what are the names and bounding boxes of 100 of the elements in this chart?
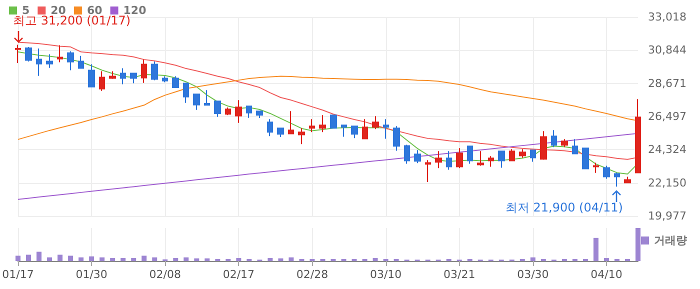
candlestick xyxy=(624,176,631,184)
bar xyxy=(184,257,189,261)
candlestick xyxy=(162,76,168,83)
bar xyxy=(204,258,210,261)
candlestick xyxy=(120,68,126,85)
bar xyxy=(604,258,609,261)
bar xyxy=(120,258,126,261)
candlestick xyxy=(151,61,158,81)
candlestick xyxy=(456,148,463,169)
candlestick xyxy=(235,100,242,124)
candlestick xyxy=(414,150,421,164)
bar xyxy=(278,258,284,261)
candlestick xyxy=(561,138,568,148)
candlestick xyxy=(425,160,431,183)
candlestick xyxy=(530,150,536,162)
x-tick-label: 02/17 xyxy=(222,268,255,281)
bar xyxy=(100,257,105,261)
x-tick-label: 02/08 xyxy=(149,268,181,281)
candlestick xyxy=(15,44,21,64)
y-tick-label: 33,018 xyxy=(648,10,686,24)
bar xyxy=(530,257,536,261)
bar xyxy=(142,256,147,261)
candlestick xyxy=(635,98,641,174)
candlestick xyxy=(141,59,147,84)
candlestick xyxy=(593,162,599,174)
candlestick xyxy=(309,118,315,133)
candlestick xyxy=(172,76,179,88)
y-tick-label: 24,324 xyxy=(648,143,686,156)
candlestick xyxy=(204,90,210,106)
candlestick xyxy=(572,138,578,154)
legend-label: 거래량 xyxy=(654,234,687,247)
bar xyxy=(89,256,94,261)
candlestick xyxy=(225,106,231,116)
bar xyxy=(16,256,20,261)
candlestick xyxy=(78,55,84,69)
candlestick xyxy=(477,150,484,166)
candlestick xyxy=(256,110,263,118)
y-tick-label: 30,844 xyxy=(648,44,686,57)
candlestick xyxy=(88,64,95,88)
candlestick xyxy=(277,128,284,138)
candlestick xyxy=(341,124,347,138)
candlestick xyxy=(267,118,273,137)
candlestick xyxy=(351,126,358,139)
candlestick xyxy=(246,106,252,118)
bar xyxy=(131,258,136,261)
candlestick xyxy=(540,130,547,160)
candlestick xyxy=(99,70,105,92)
candlestick xyxy=(446,150,452,170)
candlestick xyxy=(183,82,189,104)
candlestick xyxy=(362,118,368,140)
bar xyxy=(68,256,74,261)
candlestick xyxy=(214,100,221,118)
candlestick xyxy=(36,48,42,76)
candlestick xyxy=(488,156,494,168)
bar xyxy=(36,252,42,261)
bar xyxy=(26,254,32,261)
annotation: 최저 21,900 (04/11) xyxy=(505,200,623,215)
bar xyxy=(593,238,598,261)
candlestick xyxy=(67,50,74,71)
x-tick-label: 03/21 xyxy=(444,268,476,281)
candlestick xyxy=(498,150,505,168)
x-tick-label: 04/10 xyxy=(590,268,622,281)
candlestick xyxy=(404,144,410,164)
candlestick xyxy=(57,44,63,63)
candlestick xyxy=(393,126,400,152)
bar xyxy=(47,257,52,261)
candlestick xyxy=(372,116,379,130)
bar xyxy=(236,258,242,261)
bar xyxy=(78,257,84,261)
candlestick xyxy=(109,70,116,80)
candlestick xyxy=(319,114,326,133)
candlestick xyxy=(330,114,337,129)
candlestick xyxy=(288,110,294,134)
bar xyxy=(110,258,116,261)
candlestick xyxy=(614,172,620,188)
candlestick xyxy=(467,146,473,164)
x-tick-label: 02/28 xyxy=(296,268,328,281)
x-tick-label: 03/30 xyxy=(517,268,549,281)
y-tick-label: 22,150 xyxy=(648,176,686,190)
bar xyxy=(288,257,294,261)
candlestick xyxy=(383,118,389,140)
x-tick-label: 03/10 xyxy=(370,268,402,281)
candlestick xyxy=(582,148,589,170)
x-tick-label: 01/30 xyxy=(76,268,108,281)
bar xyxy=(372,258,378,261)
bar xyxy=(152,257,158,261)
bar xyxy=(268,258,273,261)
candlestick xyxy=(193,94,200,110)
candlestick xyxy=(509,148,515,162)
y-tick-label: 28,671 xyxy=(648,76,686,90)
bar xyxy=(58,254,63,261)
candlestick xyxy=(551,130,557,148)
candlestick xyxy=(435,150,442,169)
y-tick-label: 19,977 xyxy=(648,210,686,222)
candlestick xyxy=(519,148,526,158)
candlestick xyxy=(25,46,32,62)
candlestick xyxy=(46,54,53,68)
bar xyxy=(194,258,200,261)
candlestick xyxy=(130,72,137,84)
candlestick xyxy=(603,165,610,180)
